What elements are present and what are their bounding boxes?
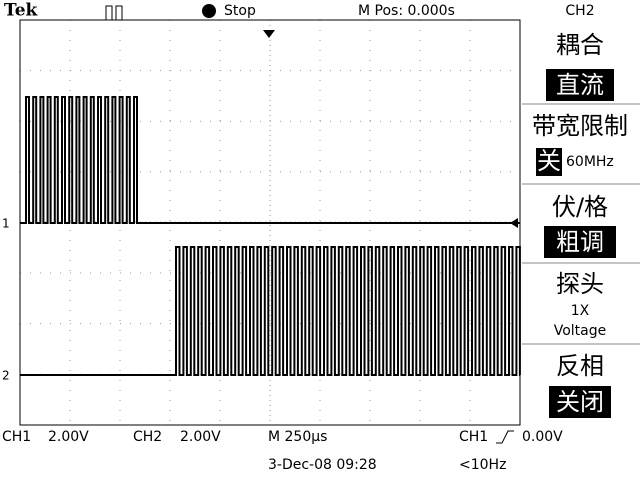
menu-value[interactable]: 关 xyxy=(537,147,561,175)
ch2-trace xyxy=(20,246,521,376)
ch1-trace xyxy=(20,96,520,224)
trigger-icon xyxy=(100,5,130,21)
channel-marker: 1 xyxy=(2,217,10,231)
channel: CH2 xyxy=(565,3,594,19)
menu-extra: Voltage xyxy=(554,323,607,339)
side-menu: 耦合 直流 带宽限制 关 60MHz 伏/格 粗调 探头 1X Voltage … xyxy=(522,31,640,418)
menu-label[interactable]: 伏/格 xyxy=(552,193,608,221)
menu-label[interactable]: 耦合 xyxy=(556,31,604,59)
traces xyxy=(20,96,521,376)
menu-highlight xyxy=(546,69,614,101)
menu-label[interactable]: 探头 xyxy=(556,270,604,298)
stop-icon xyxy=(202,4,216,18)
menu-highlight xyxy=(549,386,611,418)
position: M Pos: 0.000s xyxy=(358,3,455,19)
channel-marker: 2 xyxy=(2,369,10,383)
menu-value[interactable]: 关闭 xyxy=(556,388,604,416)
menu-value[interactable]: 1X xyxy=(571,303,590,319)
trigger-source: CH1 xyxy=(459,429,488,445)
menu-label[interactable]: 带宽限制 xyxy=(532,112,628,140)
ch1-scale: 2.00V xyxy=(48,429,89,445)
date: 3-Dec-08 09:28 xyxy=(268,457,377,473)
brand: Tek xyxy=(4,1,39,21)
menu-extra: 60MHz xyxy=(566,154,614,170)
menu-label[interactable]: 反相 xyxy=(556,352,604,380)
trigger-slope xyxy=(496,430,514,444)
trigger-level-text: 0.00V xyxy=(522,429,563,445)
trigger-level xyxy=(510,218,518,228)
menu-value[interactable]: 直流 xyxy=(556,71,604,99)
timebase: M 250µs xyxy=(268,429,327,445)
ch2-scale: 2.00V xyxy=(180,429,221,445)
menu-highlight xyxy=(544,226,616,258)
ch2-label: CH2 xyxy=(133,429,162,445)
status: Stop xyxy=(224,3,256,19)
menu-highlight xyxy=(536,148,562,176)
trigger-position xyxy=(263,30,275,38)
ch1-label: CH1 xyxy=(2,429,31,445)
frequency: <10Hz xyxy=(459,457,506,473)
menu-value[interactable]: 粗调 xyxy=(556,228,604,256)
